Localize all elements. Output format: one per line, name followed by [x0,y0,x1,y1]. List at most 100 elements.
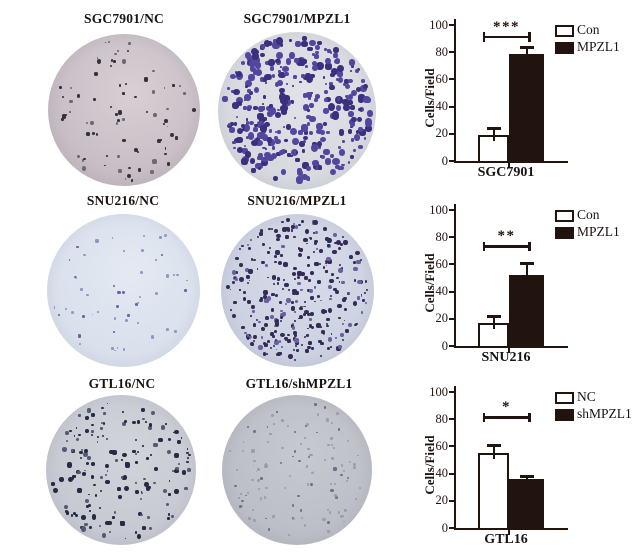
colony-dot [286,124,292,131]
colony-dot [84,429,90,434]
colony-dot [113,331,116,333]
colony-dot [312,160,320,167]
colony-dot [330,422,333,425]
colony-dot [280,309,283,312]
colony-dot [181,470,187,475]
colony-dot [334,493,338,498]
colony-dot [313,241,318,246]
colony-dot [97,436,100,439]
colony-dot [341,280,345,285]
legend-label-con: Con [577,207,600,222]
colony-dot [138,295,142,299]
colony-dot [164,119,168,123]
colony-dot [352,261,356,265]
colony-dot [264,82,268,85]
colony-dot [343,83,347,87]
colony-dot [269,104,274,109]
colony-dot [349,254,354,259]
y-tick-label: 20 [435,311,449,326]
colony-dot [143,477,146,480]
colony-dot [293,331,297,335]
colony-dot [357,144,363,150]
colony-dot [251,47,259,56]
colony-dot [308,279,311,282]
colony-dot [260,129,266,135]
colony-dot [327,336,333,342]
colony-dot [305,465,309,468]
colony-dot [100,406,104,410]
colony-dot [329,294,333,298]
legend-label-mpzl1: MPZL1 [577,39,620,54]
y-tick-label: 0 [441,338,448,353]
colony-dot [325,237,330,241]
colony-dot [174,430,179,435]
colony-dot [347,129,352,134]
colony-dot [300,288,303,292]
colony-dot [260,296,263,300]
colony-dot [349,104,355,110]
colony-dot [323,227,328,232]
colony-dot [305,424,307,427]
colony-dot [229,309,232,312]
y-tick-label: 0 [441,520,448,535]
colony-dot [313,53,319,59]
colony-dot [285,297,291,303]
colony-dot [314,261,319,267]
colony-dot [292,223,295,226]
colony-dot [61,446,67,452]
colony-dot [246,243,250,247]
y-tick-label: 60 [435,438,449,453]
colony-dot [286,228,291,233]
colony-dot [117,119,121,122]
colony-dot [119,520,122,523]
colony-dot [60,118,64,122]
colony-dot [122,348,126,352]
colony-dot [244,268,249,273]
colony-dot [85,121,88,125]
colony-dot [257,132,265,139]
colony-dot [278,149,285,156]
colony-dot [59,477,64,482]
colony-dot [295,158,300,163]
legend-label-con: Con [577,22,600,37]
colony-dot [304,437,307,440]
y-tick-label: 100 [429,202,448,217]
colony-dot [342,323,345,326]
colony-dot [291,84,295,87]
significance-bracket [482,416,531,419]
colony-dot [313,97,318,102]
colony-dot [121,458,124,461]
colony-dot [136,450,140,453]
colony-dot [261,156,268,163]
colony-dot [269,432,272,435]
colony-dot [347,93,354,101]
colony-dot [285,99,292,107]
colony-dot [339,332,345,337]
colony-dot [281,446,284,450]
colony-dot [323,108,329,114]
colony-dot [278,71,286,79]
colony-dot [83,448,89,454]
colony-dot [307,312,311,316]
y-tick [449,345,454,347]
colony-dot [325,63,332,70]
dish-image-sgc7901-mpzl1 [218,32,376,190]
colony-dot [59,85,62,89]
colony-dot [358,129,367,136]
y-tick-label: 80 [435,44,449,59]
colony-dot [72,474,76,478]
colony-dot [264,264,268,268]
colony-dot [125,83,128,85]
colony-dot [122,91,126,95]
colony-dot [101,434,105,438]
colony-dot [266,41,272,47]
colony-dot [356,296,360,300]
colony-dot [244,52,252,60]
colony-dot [168,493,171,496]
colony-dot [337,64,345,72]
colony-dot [309,296,314,301]
x-axis-title: SNU216 [481,350,531,365]
colony-dot [348,460,351,463]
colony-dot [93,98,97,102]
colony-dot [274,82,280,88]
